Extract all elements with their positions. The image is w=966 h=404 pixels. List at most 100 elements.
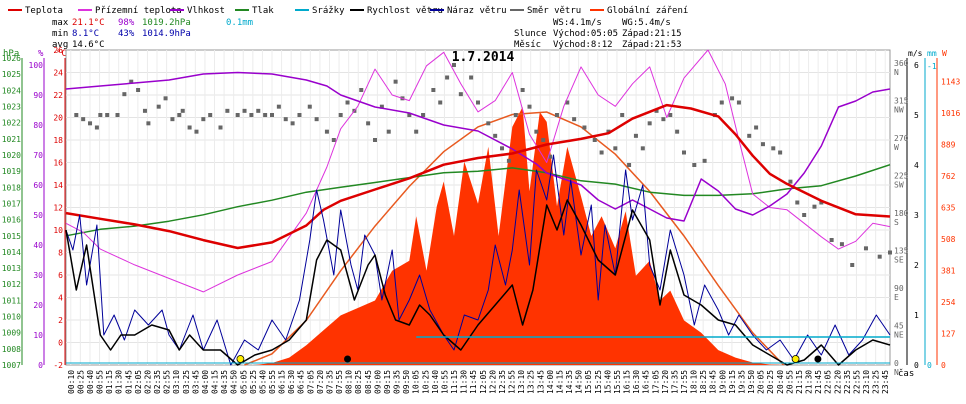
tick-label-dir: 135 bbox=[894, 247, 909, 256]
x-tick-label: 18:10 bbox=[690, 370, 699, 394]
x-tick-label: 14:35 bbox=[565, 370, 574, 394]
x-tick-label: 12:20 bbox=[488, 370, 497, 394]
x-tick-label: 05:05 bbox=[239, 370, 248, 394]
series-smer-point bbox=[527, 104, 532, 109]
tick-label-hpa: 1022 bbox=[2, 119, 21, 128]
series-smer-point bbox=[81, 117, 86, 122]
sunset-marker bbox=[791, 355, 800, 363]
series-smer-point bbox=[249, 113, 254, 117]
x-tick-label: 04:50 bbox=[230, 370, 239, 394]
series-smer-point bbox=[513, 113, 518, 117]
tick-label-dir-name: SW bbox=[894, 181, 904, 190]
tick-label-hpa: 1021 bbox=[2, 135, 21, 144]
series-smer-point bbox=[74, 113, 79, 117]
tick-label-temp: 20 bbox=[53, 114, 63, 123]
x-tick-label: 02:55 bbox=[163, 370, 172, 394]
tick-label-dir: 45 bbox=[894, 322, 904, 331]
x-tick-label: 07:20 bbox=[316, 370, 325, 394]
x-tick-label: 07:05 bbox=[306, 370, 315, 394]
x-tick-label: 02:35 bbox=[153, 370, 162, 394]
x-tick-label: 18:45 bbox=[709, 370, 718, 394]
tick-label-dir-name: N bbox=[894, 368, 899, 377]
series-smer-point bbox=[788, 179, 793, 184]
x-tick-label: 03:10 bbox=[172, 370, 181, 394]
x-tick-label: 14:00 bbox=[546, 370, 555, 394]
tick-label-w: 635 bbox=[941, 204, 956, 213]
series-smer-point bbox=[675, 129, 680, 134]
series-smer-point bbox=[431, 88, 436, 92]
stat-max-hum: 98% bbox=[118, 18, 135, 28]
series-teplota bbox=[65, 103, 891, 250]
series-smer-point bbox=[839, 242, 844, 247]
series-smer-point bbox=[554, 113, 559, 117]
series-smer-point bbox=[754, 125, 759, 130]
x-tick-label: 05:40 bbox=[258, 370, 267, 394]
axis-unit-ms: m/s bbox=[908, 49, 923, 58]
tick-label-w: 508 bbox=[941, 235, 956, 244]
series-smer-point bbox=[338, 113, 343, 117]
series-smer-point bbox=[582, 125, 587, 130]
legend-label: Srážky bbox=[312, 6, 345, 16]
tick-label-temp: 6 bbox=[58, 271, 63, 280]
moon-label: Měsíc bbox=[514, 40, 541, 50]
tick-label-hum: 40 bbox=[33, 241, 43, 250]
series-smer-point bbox=[888, 250, 892, 255]
x-tick-label: 07:35 bbox=[325, 370, 334, 394]
x-tick-label: 23:10 bbox=[862, 370, 871, 394]
tick-label-ms: 2 bbox=[914, 261, 919, 270]
series-smer-point bbox=[548, 154, 553, 159]
x-tick-label: 04:35 bbox=[220, 370, 229, 394]
series-smer-point bbox=[506, 158, 511, 163]
series-smer-point bbox=[180, 108, 185, 113]
series-smer-point bbox=[88, 121, 93, 126]
x-tick-label: 16:30 bbox=[632, 370, 641, 394]
x-tick-label: 13:45 bbox=[536, 370, 545, 394]
tick-label-dir-name: S bbox=[894, 218, 899, 227]
x-tick-label: 08:10 bbox=[345, 370, 354, 394]
series-smer-point bbox=[850, 263, 855, 267]
series-smer-point bbox=[276, 104, 281, 109]
series-smer-point bbox=[730, 96, 735, 101]
tick-label-hum: 30 bbox=[33, 271, 43, 280]
series-smer-point bbox=[620, 113, 625, 117]
series-smer-point bbox=[177, 113, 182, 117]
x-tick-label: 15:55 bbox=[613, 370, 622, 394]
x-tick-label: 02:20 bbox=[143, 370, 152, 394]
tick-label-hpa: 1009 bbox=[2, 329, 21, 338]
tick-label-ms: 6 bbox=[914, 61, 919, 70]
tick-label-hpa: 1017 bbox=[2, 199, 21, 208]
series-smer-point bbox=[136, 88, 141, 92]
tick-label-ms: 3 bbox=[914, 211, 919, 220]
x-tick-label: 19:15 bbox=[728, 370, 737, 394]
tick-label-hum: 100 bbox=[29, 61, 44, 70]
series-zareni-envelope bbox=[244, 111, 785, 366]
tick-label-hpa: 1016 bbox=[2, 216, 21, 225]
x-tick-label: 22:55 bbox=[852, 370, 861, 394]
series-smer-point bbox=[331, 138, 336, 142]
x-tick-label: 08:45 bbox=[364, 370, 373, 394]
chart-title: 1.7.2014 bbox=[452, 50, 515, 65]
series-smer-point bbox=[627, 163, 632, 167]
x-tick-label: 13:25 bbox=[527, 370, 536, 394]
x-tick-label: 22:05 bbox=[824, 370, 833, 394]
x-tick-label: 05:55 bbox=[268, 370, 277, 394]
x-tick-label: 16:15 bbox=[623, 370, 632, 394]
stat-max-press: 1019.2hPa bbox=[142, 18, 191, 28]
series-smer-point bbox=[314, 117, 319, 122]
tick-label-hpa: 1007 bbox=[2, 361, 21, 370]
series-smer-point bbox=[393, 79, 398, 84]
series-prizemni bbox=[65, 49, 891, 293]
x-tick-label: 09:15 bbox=[383, 370, 392, 394]
moon-rise: Východ:8:12 bbox=[553, 40, 613, 50]
tick-label-dir-name: W bbox=[894, 143, 899, 152]
series-smer-point bbox=[760, 142, 765, 147]
x-tick-label: 16:45 bbox=[642, 370, 651, 394]
series-smer-point bbox=[414, 129, 419, 134]
x-tick-label: 12:05 bbox=[479, 370, 488, 394]
tick-label-hpa: 1014 bbox=[2, 248, 21, 257]
x-tick-label: 10:40 bbox=[431, 370, 440, 394]
x-tick-label: 10:25 bbox=[421, 370, 430, 394]
series-smer-point bbox=[451, 63, 456, 67]
x-tick-label: 17:55 bbox=[680, 370, 689, 394]
